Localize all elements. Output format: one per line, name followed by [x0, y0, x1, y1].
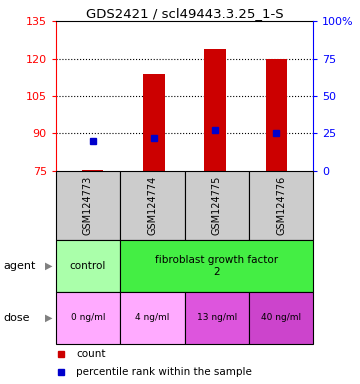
Text: 40 ng/ml: 40 ng/ml: [261, 313, 301, 322]
Text: GSM124773: GSM124773: [83, 176, 93, 235]
Text: count: count: [76, 349, 106, 359]
Text: ▶: ▶: [45, 313, 52, 323]
Text: ▶: ▶: [45, 261, 52, 271]
Text: percentile rank within the sample: percentile rank within the sample: [76, 366, 252, 377]
Bar: [185, 171, 249, 240]
Text: 13 ng/ml: 13 ng/ml: [197, 313, 237, 322]
Bar: [249, 292, 313, 344]
Text: control: control: [70, 261, 106, 271]
Text: 4 ng/ml: 4 ng/ml: [135, 313, 170, 322]
Text: dose: dose: [4, 313, 30, 323]
Text: fibroblast growth factor
2: fibroblast growth factor 2: [155, 255, 278, 277]
Title: GDS2421 / scl49443.3.25_1-S: GDS2421 / scl49443.3.25_1-S: [86, 7, 283, 20]
Bar: [56, 240, 120, 292]
Text: GSM124774: GSM124774: [147, 176, 157, 235]
Text: GSM124776: GSM124776: [276, 176, 286, 235]
Bar: [120, 292, 185, 344]
Text: agent: agent: [4, 261, 36, 271]
Bar: [266, 59, 287, 171]
Bar: [120, 171, 185, 240]
Bar: [204, 49, 226, 171]
Bar: [56, 171, 120, 240]
Bar: [249, 171, 313, 240]
Bar: [185, 292, 249, 344]
Bar: [120, 240, 313, 292]
Bar: [143, 74, 165, 171]
Text: GSM124775: GSM124775: [212, 176, 222, 235]
Bar: [56, 292, 120, 344]
Text: 0 ng/ml: 0 ng/ml: [71, 313, 105, 322]
Bar: [82, 170, 103, 171]
